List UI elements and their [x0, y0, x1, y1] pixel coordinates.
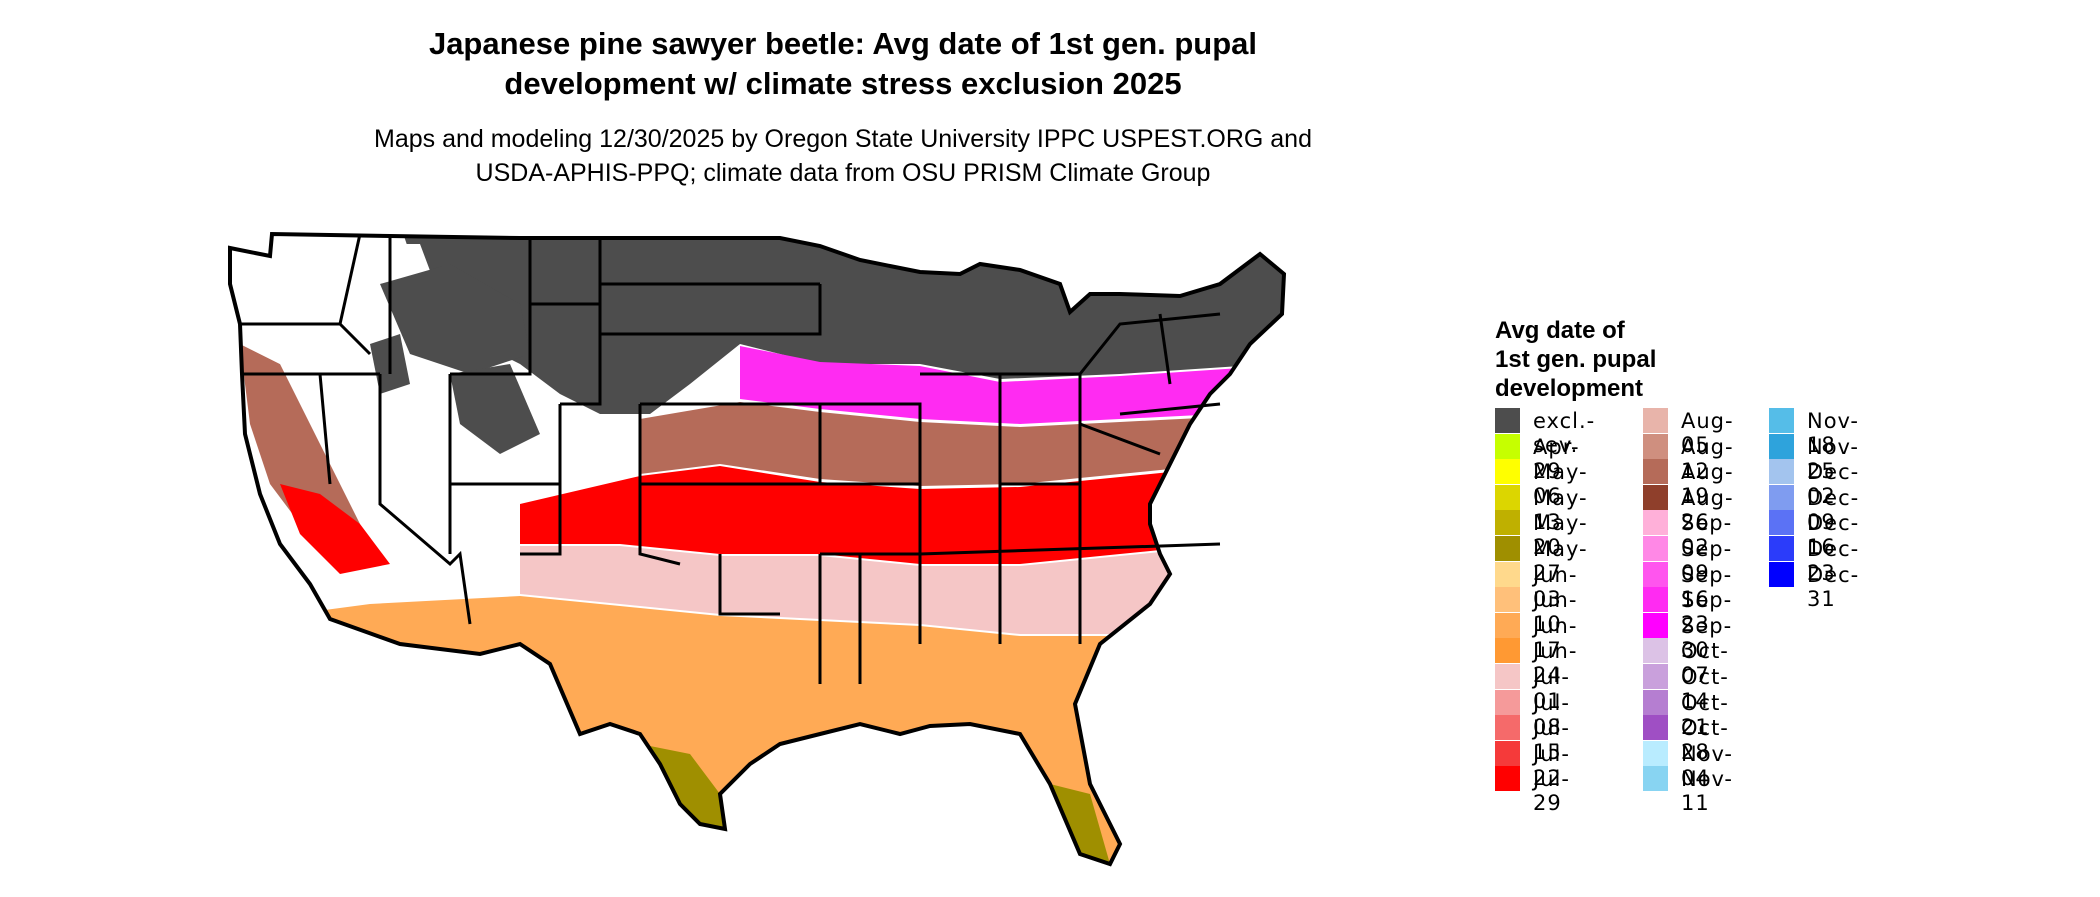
legend-swatch	[1495, 689, 1520, 715]
legend-swatch	[1495, 561, 1520, 587]
legend-label: Jul-01	[1533, 665, 1570, 713]
legend-swatch	[1495, 766, 1520, 792]
legend-swatch	[1769, 408, 1794, 433]
legend-label: Sep-16	[1681, 562, 1733, 611]
state-boundaries	[240, 233, 1221, 684]
legend-label: Jul-08	[1533, 690, 1570, 739]
legend-label: Dec-02	[1807, 460, 1860, 509]
map-subtitle-line2: USDA-APHIS-PPQ; climate data from OSU PR…	[475, 159, 1211, 187]
legend-label: Nov-25	[1807, 434, 1859, 483]
legend-swatch	[1643, 638, 1668, 664]
legend-swatch	[1495, 536, 1520, 561]
legend-swatch	[1495, 510, 1520, 536]
legend-swatch	[1643, 715, 1668, 741]
legend: Avg date of 1st gen. pupal development e…	[1495, 316, 2095, 815]
legend-label: Sep-02	[1681, 511, 1733, 560]
legend-swatch	[1495, 587, 1520, 613]
legend-label: Sep-09	[1681, 537, 1733, 585]
legend-label: Jun-24	[1533, 639, 1578, 688]
legend-label: Sep-23	[1681, 588, 1733, 637]
legend-swatch	[1643, 459, 1668, 485]
legend-label: Oct-07	[1681, 639, 1729, 688]
legend-label: Aug-05	[1681, 409, 1734, 457]
legend-label: May-06	[1533, 460, 1588, 509]
legend-label: Dec-23	[1807, 537, 1860, 585]
legend-label: Nov-11	[1681, 767, 1733, 816]
legend-label: Aug-19	[1681, 460, 1734, 509]
legend-label: Jul-15	[1533, 716, 1570, 765]
legend-swatch	[1643, 561, 1668, 587]
legend-label: May-13	[1533, 485, 1588, 534]
legend-label: Dec-16	[1807, 511, 1860, 560]
legend-swatch	[1495, 638, 1520, 664]
legend-label: Oct-14	[1681, 665, 1729, 713]
legend-swatch	[1643, 484, 1668, 510]
legend-swatch	[1643, 510, 1668, 536]
legend-label: Jun-17	[1533, 613, 1578, 662]
legend-label: Dec-31	[1807, 562, 1860, 611]
legend-label: Dec-09	[1807, 485, 1860, 534]
legend-title: Avg date of 1st gen. pupal development	[1495, 316, 1656, 403]
legend-label: Oct-28	[1681, 716, 1729, 765]
map-subtitle-line1: Maps and modeling 12/30/2025 by Oregon S…	[374, 125, 1312, 153]
legend-swatch	[1643, 689, 1668, 715]
legend-label: Oct-21	[1681, 690, 1729, 739]
legend-swatch	[1769, 484, 1794, 510]
legend-label: excl.-sev.	[1533, 409, 1596, 457]
legend-label: May-27	[1533, 537, 1588, 585]
legend-swatch	[1495, 740, 1520, 766]
legend-title-line3: development	[1495, 375, 1644, 402]
legend-label: Nov-18	[1807, 409, 1859, 457]
legend-swatch	[1643, 536, 1668, 561]
legend-swatch	[1495, 715, 1520, 741]
legend-swatch	[1495, 664, 1520, 689]
map-fill	[230, 234, 1284, 864]
legend-title-line2: 1st gen. pupal	[1495, 346, 1657, 373]
legend-swatch	[1495, 408, 1520, 433]
legend-swatch	[1495, 484, 1520, 510]
legend-title-line1: Avg date of	[1495, 317, 1625, 344]
legend-swatch	[1643, 740, 1668, 766]
legend-label: Sep-30	[1681, 613, 1733, 662]
legend-swatch	[1643, 408, 1668, 433]
map-title: Japanese pine sawyer beetle: Avg date of…	[0, 24, 1686, 104]
us-map	[220, 224, 1470, 892]
legend-label: Aug-26	[1681, 485, 1734, 534]
legend-swatch	[1769, 510, 1794, 536]
legend-label: Nov-04	[1681, 741, 1733, 790]
legend-label: May-20	[1533, 511, 1588, 560]
legend-label: Jul-22	[1533, 741, 1570, 790]
map-title-line2: development w/ climate stress exclusion …	[504, 66, 1182, 101]
legend-label: Jun-03	[1533, 562, 1578, 611]
legend-swatch	[1643, 587, 1668, 613]
legend-swatch	[1769, 433, 1794, 459]
legend-swatch	[1495, 459, 1520, 485]
legend-swatch	[1769, 536, 1794, 561]
legend-label: Aug-12	[1681, 434, 1734, 483]
legend-label: Apr-29	[1533, 434, 1580, 483]
map-title-line1: Japanese pine sawyer beetle: Avg date of…	[428, 26, 1258, 61]
legend-swatch	[1495, 612, 1520, 638]
legend-swatch	[1495, 433, 1520, 459]
legend-swatch	[1643, 433, 1668, 459]
legend-swatch	[1769, 561, 1794, 587]
legend-label: Jun-10	[1533, 588, 1578, 637]
legend-swatch	[1769, 459, 1794, 485]
legend-swatch	[1643, 612, 1668, 638]
legend-swatch	[1643, 766, 1668, 792]
legend-label: Jul-29	[1533, 767, 1570, 816]
legend-swatch	[1643, 664, 1668, 689]
map-subtitle: Maps and modeling 12/30/2025 by Oregon S…	[0, 122, 1686, 190]
